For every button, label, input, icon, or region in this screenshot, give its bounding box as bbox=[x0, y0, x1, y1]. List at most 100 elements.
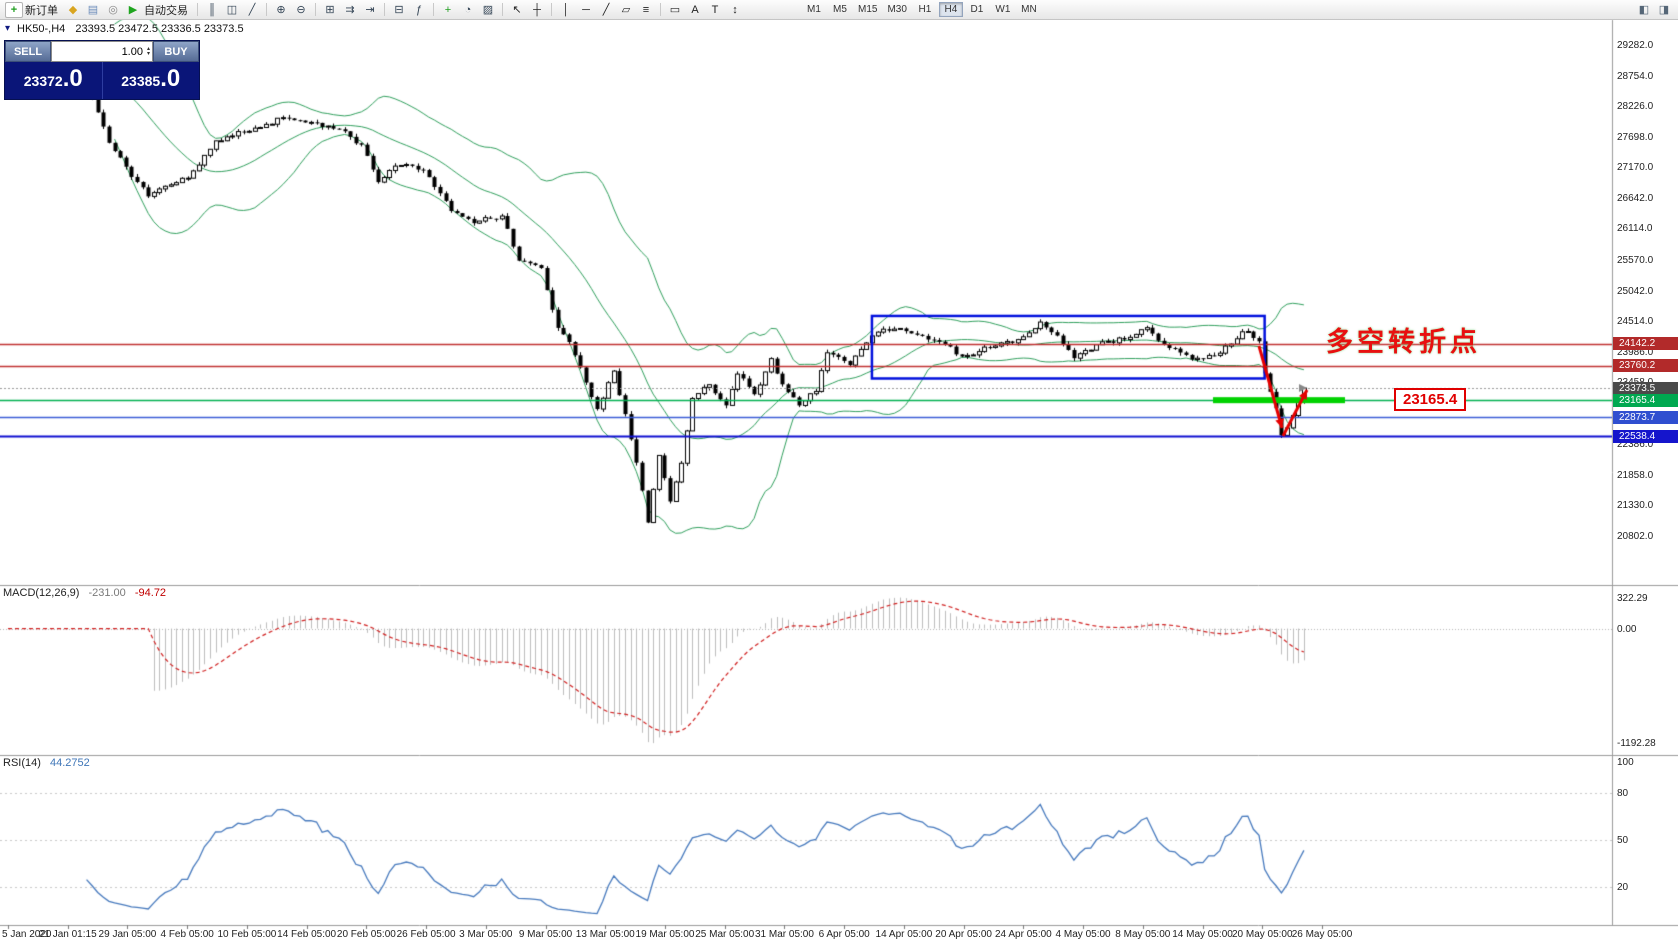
shapes-icon[interactable]: ▭ bbox=[666, 2, 684, 18]
price-axis-label: 29282.0 bbox=[1617, 39, 1654, 51]
trendline-icon[interactable]: ╱ bbox=[597, 2, 615, 18]
timeframe-w1-button[interactable]: W1 bbox=[995, 4, 1011, 15]
macd-axis-label: 0.00 bbox=[1617, 623, 1637, 635]
price-tag: 23760.2 bbox=[1613, 359, 1678, 373]
price-tag: 23373.5 bbox=[1613, 381, 1678, 395]
time-axis-label: 8 May 05:00 bbox=[1115, 929, 1171, 940]
macd-main-value: -231.00 bbox=[88, 587, 126, 599]
timeframe-d1-button[interactable]: D1 bbox=[970, 4, 984, 15]
chart-title: HK50-,H4 23393.5 23472.5 23336.5 23373.5 bbox=[17, 23, 244, 35]
time-axis-label: 6 Apr 05:00 bbox=[818, 929, 870, 940]
cursor-icon: ↖ bbox=[512, 4, 522, 16]
add-chart-icon[interactable]: + bbox=[439, 2, 457, 18]
data-window-icon[interactable]: ◎ bbox=[104, 2, 122, 18]
time-axis-label: 10 Feb 05:00 bbox=[217, 929, 277, 940]
toolbar-separator bbox=[315, 3, 316, 16]
rsi-axis-label: 80 bbox=[1617, 788, 1629, 800]
new-order-button[interactable]: + bbox=[5, 1, 23, 18]
toolbar-separator bbox=[197, 3, 198, 16]
toolbar: + 新订单 ◆ ▤ ◎ ▶ 自动交易 ║ ◫ ╱ ⊕ ⊖ ⊞ ⇉ ⇥ ⊟ ƒ + ◔ ▨ ↖ ┼ │ ─ ╱ ▱ ≡ ▭ A T ↕ M1 M… bbox=[0, 0, 1678, 20]
crosshair-icon[interactable]: ┼ bbox=[528, 2, 546, 18]
toolbar-separator bbox=[502, 3, 503, 16]
profiles-icon: ▤ bbox=[87, 4, 99, 16]
shapes-icon: ▭ bbox=[669, 4, 681, 16]
time-axis-label: 21 Jan 01:15 bbox=[38, 929, 97, 940]
one-click-collapse-icon[interactable]: ▾ bbox=[5, 23, 11, 34]
tile-windows-icon[interactable]: ⊞ bbox=[321, 2, 339, 18]
channel-icon[interactable]: ▱ bbox=[617, 2, 635, 18]
fibonacci-icon[interactable]: ≡ bbox=[637, 2, 655, 18]
horizontal-line-icon[interactable]: ─ bbox=[577, 2, 595, 18]
data-window-icon: ◎ bbox=[108, 4, 118, 16]
arrange-windows-icon[interactable]: ⊟ bbox=[390, 2, 408, 18]
metaeditor-icon[interactable]: ◆ bbox=[64, 2, 82, 18]
line-chart-icon[interactable]: ╱ bbox=[243, 2, 261, 18]
price-axis-label: 28226.0 bbox=[1617, 101, 1654, 113]
new-order-icon: + bbox=[10, 3, 18, 16]
level-price-label[interactable]: 23165.4 bbox=[1394, 388, 1467, 411]
channel-icon: ▱ bbox=[621, 4, 631, 16]
macd-header: MACD(12,26,9) -231.00 -94.72 bbox=[3, 587, 166, 599]
time-axis-label: 20 Apr 05:00 bbox=[935, 929, 992, 940]
toolbar-right-group: ◧ ◨ bbox=[1634, 2, 1674, 18]
time-axis-label: 19 Mar 05:00 bbox=[635, 929, 695, 940]
time-axis-label: 29 Jan 05:00 bbox=[98, 929, 157, 940]
auto-scroll-icon[interactable]: ⇉ bbox=[341, 2, 359, 18]
vertical-line-icon[interactable]: │ bbox=[557, 2, 575, 18]
macd-axis-label: 322.29 bbox=[1617, 592, 1648, 604]
indicators-icon[interactable]: ƒ bbox=[410, 2, 428, 18]
zoom-in-icon[interactable]: ⊕ bbox=[272, 2, 290, 18]
bar-chart-icon[interactable]: ║ bbox=[203, 2, 221, 18]
auto-trading-icon: ▶ bbox=[128, 4, 138, 16]
arrows-tool-icon[interactable]: ↕ bbox=[726, 2, 744, 18]
auto-trading-button[interactable]: ▶ bbox=[124, 2, 142, 18]
price-tag: 22873.7 bbox=[1613, 410, 1678, 424]
add-chart-icon: + bbox=[444, 3, 452, 16]
price-axis-label: 23986.0 bbox=[1617, 346, 1654, 358]
template-icon[interactable]: ▨ bbox=[479, 2, 497, 18]
time-axis-label: 20 May 05:00 bbox=[1231, 929, 1293, 940]
period-icon[interactable]: ◔ bbox=[459, 2, 477, 18]
auto-scroll-icon: ⇉ bbox=[345, 4, 355, 16]
timeframe-m5-button[interactable]: M5 bbox=[833, 4, 847, 15]
horizontal-line-icon: ─ bbox=[582, 3, 590, 16]
zoom-out-icon: ⊖ bbox=[296, 4, 306, 16]
period-icon: ◔ bbox=[464, 3, 472, 16]
macd-signal-value: -94.72 bbox=[134, 587, 167, 599]
time-axis-label: 20 Feb 05:00 bbox=[336, 929, 396, 940]
toolbar-separator bbox=[551, 3, 552, 16]
price-axis-label: 27698.0 bbox=[1617, 131, 1654, 143]
chart-shift-icon: ⇥ bbox=[365, 4, 375, 16]
profiles-icon[interactable]: ▤ bbox=[84, 2, 102, 18]
price-tag: 22538.4 bbox=[1613, 429, 1678, 443]
window-layout-icon[interactable]: ◧ bbox=[1638, 4, 1650, 16]
timeframe-h4-button[interactable]: H4 bbox=[938, 2, 963, 17]
candlestick-icon[interactable]: ◫ bbox=[223, 2, 241, 18]
annotation-text[interactable]: 多空转折点 bbox=[1326, 327, 1481, 357]
time-axis-label: 14 Apr 05:00 bbox=[875, 929, 933, 940]
toolbar-separator bbox=[660, 3, 661, 16]
timeframe-m1-button[interactable]: M1 bbox=[807, 4, 821, 15]
timeframe-m30-button[interactable]: M30 bbox=[887, 4, 907, 15]
timeframe-h1-button[interactable]: H1 bbox=[918, 4, 932, 15]
zoom-out-icon[interactable]: ⊖ bbox=[292, 2, 310, 18]
timeframe-m15-button[interactable]: M15 bbox=[858, 4, 878, 15]
price-axis-label: 26642.0 bbox=[1617, 192, 1654, 204]
arrange-windows-icon: ⊟ bbox=[394, 4, 404, 16]
label-icon[interactable]: T bbox=[706, 2, 724, 18]
text-icon[interactable]: A bbox=[686, 2, 704, 18]
price-tag: 24142.2 bbox=[1613, 337, 1678, 351]
timeframe-mn-button[interactable]: MN bbox=[1021, 4, 1037, 15]
chart-shift-icon[interactable]: ⇥ bbox=[361, 2, 379, 18]
macd-label: MACD(12,26,9) bbox=[3, 587, 80, 599]
template-icon: ▨ bbox=[482, 4, 494, 16]
time-axis-label: 4 Feb 05:00 bbox=[160, 929, 214, 940]
time-axis-label: 3 Mar 05:00 bbox=[459, 929, 513, 940]
time-axis-label: 25 Mar 05:00 bbox=[695, 929, 755, 940]
tile-windows-icon: ⊞ bbox=[325, 4, 335, 16]
macd-axis-label: -1192.28 bbox=[1617, 738, 1656, 750]
window-list-icon[interactable]: ◨ bbox=[1658, 4, 1670, 16]
cursor-icon[interactable]: ↖ bbox=[508, 2, 526, 18]
time-axis-label: 31 Mar 05:00 bbox=[754, 929, 814, 940]
